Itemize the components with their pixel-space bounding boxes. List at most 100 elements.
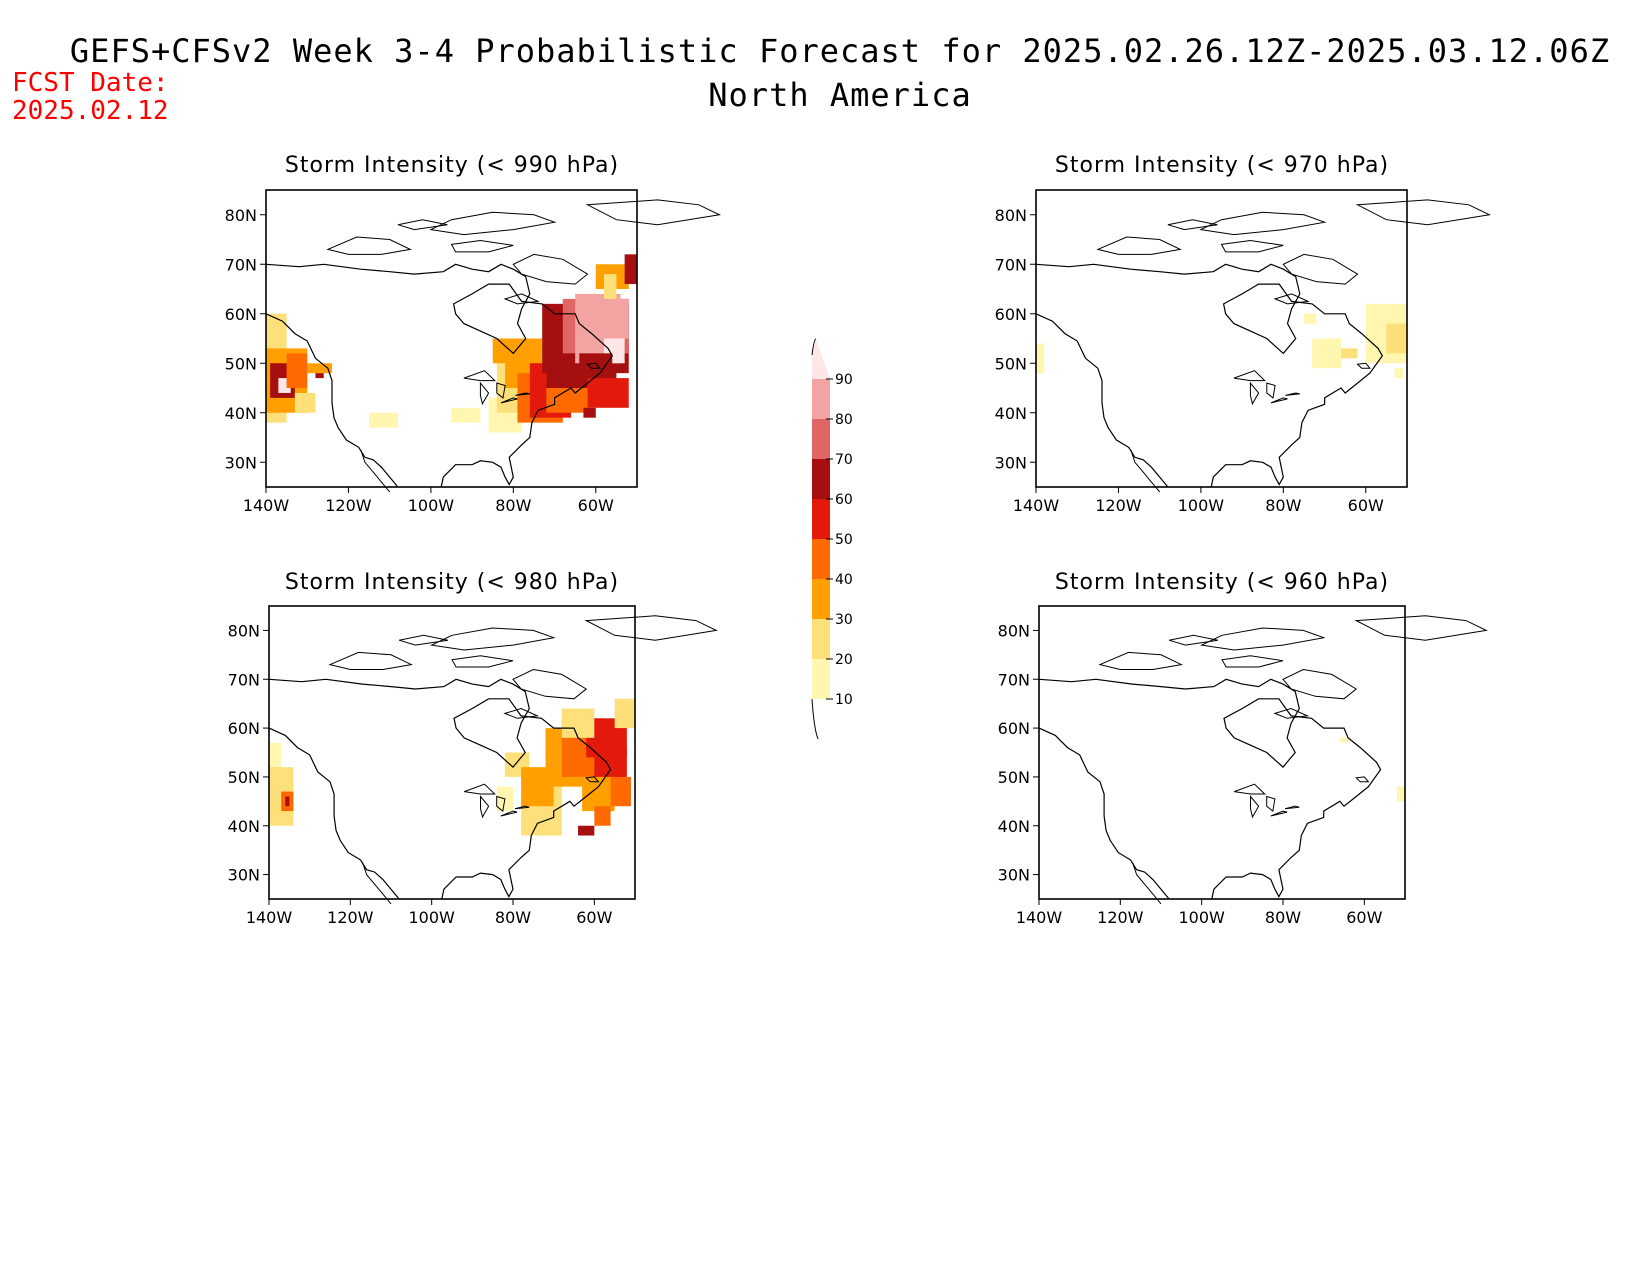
west-coastline xyxy=(265,313,399,488)
lon-tick-label: 100W xyxy=(408,496,455,515)
arctic-island xyxy=(1355,199,1492,226)
great-lake xyxy=(514,805,530,810)
great-lake xyxy=(500,810,518,817)
panel-title: Storm Intensity (< 990 hPa) xyxy=(285,153,619,178)
lon-tick-label: 140W xyxy=(1013,496,1060,515)
great-lake xyxy=(479,381,490,406)
probability-cell xyxy=(610,776,631,807)
lat-tick-label: 40N xyxy=(995,404,1027,423)
probability-cell xyxy=(604,274,617,299)
probability-cell xyxy=(579,353,613,379)
colorbar-top-edge xyxy=(811,338,817,356)
lat-tick-label: 50N xyxy=(228,768,260,787)
probability-cell xyxy=(451,407,481,423)
map-frame xyxy=(265,189,638,488)
probability-cell xyxy=(492,338,522,364)
lon-tick-label: 120W xyxy=(1095,496,1142,515)
probability-cell xyxy=(1341,348,1358,359)
arctic-island xyxy=(1096,236,1182,255)
colorbar-segment xyxy=(812,619,830,659)
lon-tick-label: 80W xyxy=(495,496,531,515)
arctic-island xyxy=(1200,627,1326,651)
baja-coastline xyxy=(362,862,392,905)
arctic-island xyxy=(1273,293,1310,305)
arctic-island xyxy=(512,253,589,285)
arctic-island xyxy=(1167,219,1218,231)
great-lake xyxy=(1270,397,1288,404)
probability-cell xyxy=(285,796,290,807)
lon-tick-label: 80W xyxy=(1265,908,1301,927)
arctic-island xyxy=(328,651,413,670)
arctic-island xyxy=(512,668,588,700)
arctic-island xyxy=(398,634,448,646)
lat-tick-label: 30N xyxy=(998,866,1030,885)
arctic-island xyxy=(586,362,601,369)
colorbar-segment xyxy=(812,459,830,499)
probability-cell xyxy=(369,412,398,428)
lat-tick-label: 60N xyxy=(228,719,260,738)
lon-tick-label: 100W xyxy=(1178,908,1225,927)
arctic-island xyxy=(584,615,718,641)
probability-cell xyxy=(1394,368,1403,379)
baja-coastline xyxy=(360,449,391,493)
lon-tick-label: 140W xyxy=(246,908,293,927)
baja-coastline xyxy=(1132,862,1162,905)
colorbar-top-cap xyxy=(812,339,830,379)
probability-cell xyxy=(1312,338,1342,369)
lat-tick-label: 60N xyxy=(995,305,1027,324)
coastline xyxy=(1038,678,1382,900)
probability-cell xyxy=(594,806,611,826)
probability-cell xyxy=(294,392,316,413)
great-lake xyxy=(1266,382,1276,399)
map-panel-p980: Storm Intensity (< 980 hPa) 80N 70N 60N 50N 4… xyxy=(228,570,718,927)
lat-tick-label: 80N xyxy=(225,206,257,225)
colorbar-label: 10 xyxy=(835,692,853,708)
panel-title: Storm Intensity (< 970 hPa) xyxy=(1055,153,1389,178)
great-lake xyxy=(496,382,506,399)
lat-tick-label: 70N xyxy=(995,255,1027,274)
map-frame xyxy=(268,605,636,900)
map-frame xyxy=(1035,189,1408,488)
lon-tick-label: 60W xyxy=(1346,908,1382,927)
colorbar-segment xyxy=(812,379,830,419)
great-lake xyxy=(1284,805,1300,810)
colorbar-label: 40 xyxy=(835,572,853,588)
lat-tick-label: 30N xyxy=(228,866,260,885)
arctic-island xyxy=(1356,362,1371,369)
arctic-island xyxy=(429,211,557,236)
lon-tick-label: 100W xyxy=(1178,496,1225,515)
arctic-island xyxy=(1273,707,1310,719)
lon-tick-label: 100W xyxy=(408,908,455,927)
probability-cell xyxy=(315,373,324,379)
forecast-date-value: 2025.02.12 xyxy=(12,96,169,126)
colorbar-label: 20 xyxy=(835,652,853,668)
lon-tick-label: 80W xyxy=(495,908,531,927)
colorbar-label: 90 xyxy=(835,372,853,388)
lat-tick-label: 40N xyxy=(225,404,257,423)
lon-tick-label: 140W xyxy=(243,496,290,515)
lon-tick-label: 140W xyxy=(1016,908,1063,927)
panel-title: Storm Intensity (< 980 hPa) xyxy=(285,570,619,595)
probability-cell xyxy=(1386,323,1407,354)
map-panel-p970: Storm Intensity (< 970 hPa) 80N 70N 60N 50N 4… xyxy=(995,153,1492,515)
arctic-island xyxy=(397,219,448,231)
probability-cell xyxy=(583,407,596,418)
lon-tick-label: 60W xyxy=(1348,496,1384,515)
arctic-island xyxy=(1282,253,1359,285)
arctic-island xyxy=(1282,668,1358,700)
lat-tick-label: 50N xyxy=(225,354,257,373)
great-lake xyxy=(1285,392,1300,396)
lat-tick-label: 60N xyxy=(225,305,257,324)
main-title: GEFS+CFSv2 Week 3-4 Probabilistic Foreca… xyxy=(69,32,1611,70)
coastline xyxy=(268,678,612,900)
probability-cell xyxy=(614,698,635,729)
map-frame xyxy=(1038,605,1406,900)
baja-coastline xyxy=(1130,449,1161,493)
lat-tick-label: 40N xyxy=(998,817,1030,836)
colorbar-label: 60 xyxy=(835,492,853,508)
lon-tick-label: 120W xyxy=(1097,908,1144,927)
colorbar-bottom-edge xyxy=(811,698,819,740)
lat-tick-label: 80N xyxy=(998,621,1030,640)
great-lake xyxy=(496,795,506,813)
